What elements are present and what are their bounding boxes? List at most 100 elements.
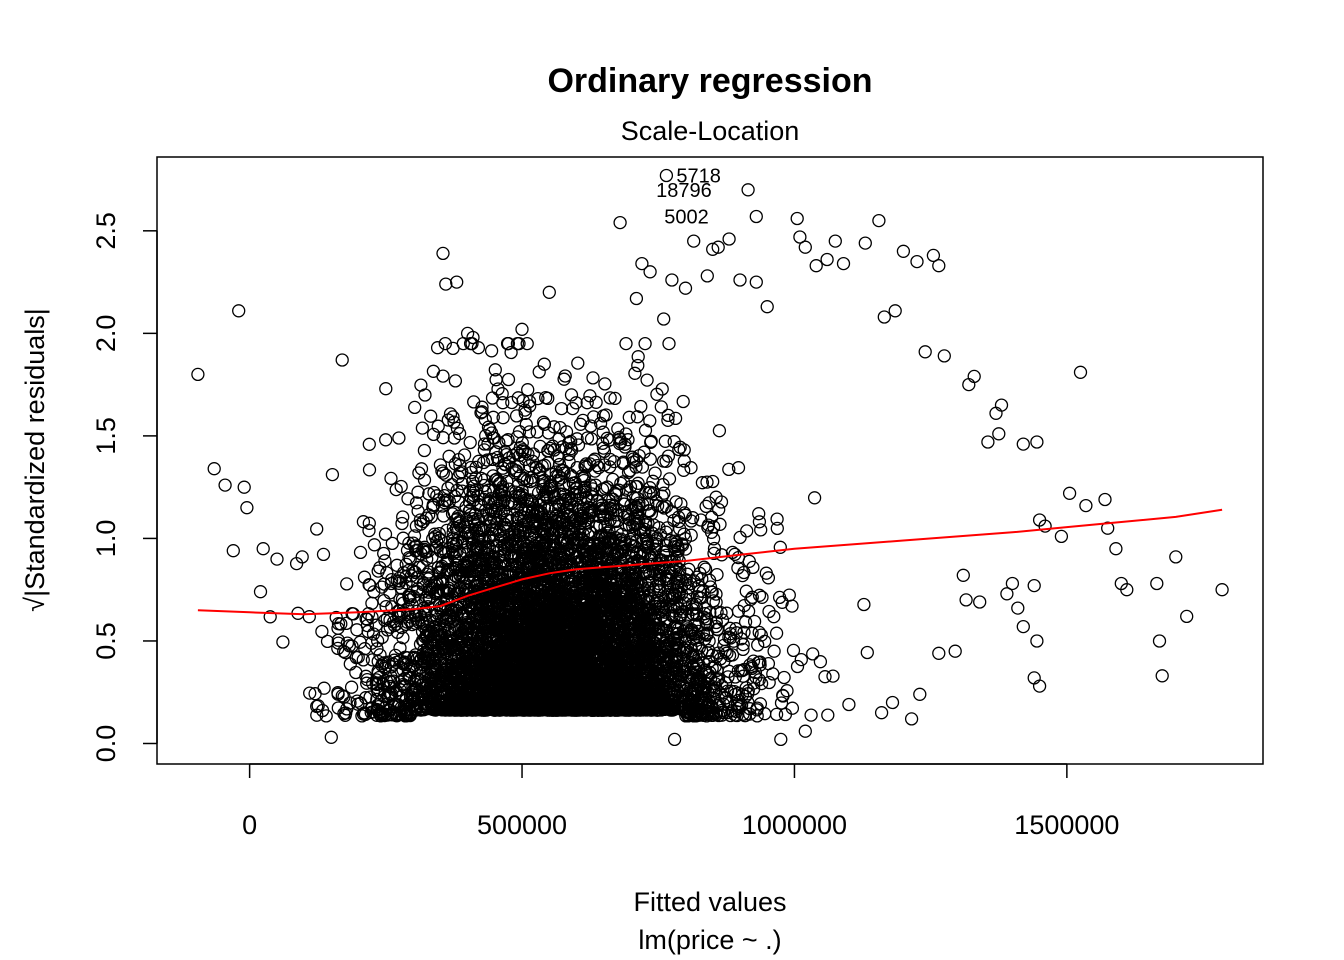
data-point [743,702,757,716]
data-point [422,487,436,501]
data-point [491,382,505,396]
data-point [488,505,503,519]
data-point [480,511,494,526]
data-point [270,552,284,566]
data-point [821,708,835,722]
data-point [500,336,515,351]
data-point [362,523,376,538]
data-point [446,536,461,550]
data-point [417,443,432,458]
data-point [659,454,673,468]
data-point [723,627,738,641]
data-point [496,411,510,425]
data-point [320,634,335,649]
data-point [620,483,634,497]
data-point [564,442,578,456]
data-point [506,448,520,463]
data-point [752,507,766,521]
data-point [436,466,450,480]
data-point [767,644,781,658]
data-point [755,590,769,604]
data-point [677,463,691,477]
data-point [774,696,789,710]
data-point [640,373,654,387]
data-point [672,674,686,688]
data-point [346,607,360,621]
data-point [477,437,492,451]
data-point [310,522,324,536]
data-point [622,410,636,424]
data-point [661,408,675,423]
data-point [654,400,668,414]
residual-points [191,168,1229,747]
data-point [677,527,691,541]
data-point [770,521,784,536]
data-point [396,531,410,545]
data-point [367,585,381,599]
data-point [752,588,767,602]
data-point [315,624,329,639]
data-point [813,655,828,669]
data-point [818,670,832,684]
data-point [474,498,488,512]
data-point [704,525,719,539]
data-point [804,708,818,722]
data-point [510,336,525,351]
data-point [438,493,452,508]
data-point [495,496,509,510]
data-point [746,560,760,575]
data-point [481,437,495,451]
data-point [773,540,787,554]
chart-title: Ordinary regression [547,62,872,100]
data-point [790,659,805,674]
data-point [617,510,631,524]
data-point [395,516,409,531]
data-point [643,414,657,428]
data-point [711,672,726,686]
data-point [511,391,525,405]
data-point [736,642,750,657]
data-point [735,663,749,678]
data-point [407,650,421,664]
data-point [469,460,483,475]
data-point [596,436,610,450]
data-point [263,610,277,624]
data-point [740,524,754,538]
data-point [686,511,700,525]
data-point [362,516,376,530]
data-point [712,502,726,517]
data-point [433,458,448,472]
data-point [699,499,713,514]
data-point [531,486,546,500]
data-point [483,422,497,437]
data-point [499,520,513,535]
data-point [402,550,416,565]
data-point [331,687,345,701]
data-point [438,336,452,351]
data-point [642,486,656,500]
data-point [463,435,477,450]
data-point [667,553,681,567]
data-point [378,527,393,541]
data-point [331,621,345,635]
data-point [619,336,633,351]
data-point [385,572,399,587]
data-point [340,577,354,591]
data-point [504,345,518,360]
data-point [377,546,391,561]
data-point [770,512,784,526]
data-point [331,617,346,631]
data-point [384,471,398,486]
data-point [558,369,572,383]
data-point [680,567,694,581]
data-point [649,494,663,508]
data-point [355,709,369,723]
data-point [665,669,680,683]
data-point [390,558,404,572]
data-point [725,545,740,560]
data-point [656,454,671,468]
data-point [583,389,597,403]
data-point [390,617,404,631]
data-point [656,478,670,492]
